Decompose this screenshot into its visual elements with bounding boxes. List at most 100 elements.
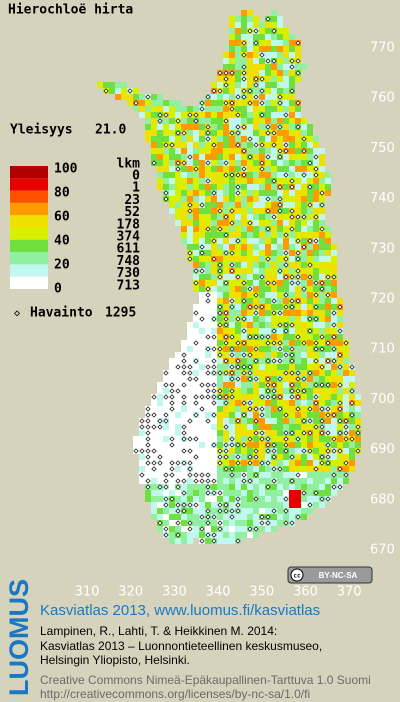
map-cell	[265, 52, 271, 58]
map-cell	[343, 346, 349, 352]
map-cell	[229, 112, 235, 118]
map-cell	[229, 136, 235, 142]
map-cell	[259, 220, 265, 226]
map-cell	[175, 208, 181, 214]
map-cell	[193, 484, 199, 490]
map-cell	[175, 448, 181, 454]
observation-marker	[235, 508, 241, 514]
observation-marker	[223, 340, 229, 346]
map-cell	[343, 364, 349, 370]
map-cell	[163, 148, 169, 154]
map-cell	[313, 250, 319, 256]
observation-marker	[163, 394, 169, 400]
map-cell	[301, 142, 307, 148]
map-cell	[133, 88, 139, 94]
map-cell	[205, 172, 211, 178]
map-cell	[217, 340, 223, 346]
map-cell	[163, 154, 169, 160]
map-cell	[199, 118, 205, 124]
map-cell	[241, 160, 247, 166]
map-cell	[241, 430, 247, 436]
map-cell	[199, 376, 205, 382]
map-cell	[283, 460, 289, 466]
map-cell	[175, 496, 181, 502]
map-cell	[199, 208, 205, 214]
map-cell	[259, 322, 265, 328]
observation-marker	[205, 226, 211, 232]
map-cell	[319, 394, 325, 400]
map-cell	[247, 250, 253, 256]
map-cell	[229, 226, 235, 232]
map-cell	[223, 190, 229, 196]
observation-marker	[151, 394, 157, 400]
map-cell	[277, 280, 283, 286]
map-cell	[271, 160, 277, 166]
observation-marker	[145, 478, 151, 484]
map-cell	[187, 238, 193, 244]
map-cell	[247, 94, 253, 100]
map-cell	[349, 466, 355, 472]
map-cell	[295, 262, 301, 268]
map-cell	[319, 160, 325, 166]
map-cell	[325, 484, 331, 490]
observation-marker	[175, 478, 181, 484]
map-cell	[265, 94, 271, 100]
observation-marker	[319, 346, 325, 352]
map-cell	[265, 148, 271, 154]
observation-marker	[205, 124, 211, 130]
map-cell	[211, 472, 217, 478]
map-cell	[169, 106, 175, 112]
map-cell	[343, 352, 349, 358]
map-cell	[211, 310, 217, 316]
map-cell	[151, 142, 157, 148]
observation-marker	[283, 172, 289, 178]
observation-marker	[181, 502, 187, 508]
observation-marker	[235, 274, 241, 280]
map-cell	[163, 136, 169, 142]
map-cell	[289, 334, 295, 340]
map-cell	[193, 214, 199, 220]
map-cell	[223, 196, 229, 202]
observation-marker	[259, 520, 265, 526]
observation-marker	[145, 424, 151, 430]
map-cell	[235, 154, 241, 160]
observation-marker	[289, 184, 295, 190]
map-cell	[283, 346, 289, 352]
observation-marker	[217, 526, 223, 532]
map-cell	[199, 484, 205, 490]
map-cell	[301, 130, 307, 136]
map-cell	[241, 490, 247, 496]
observation-marker	[181, 424, 187, 430]
map-cell	[301, 304, 307, 310]
map-cell	[271, 106, 277, 112]
map-cell	[325, 370, 331, 376]
map-cell	[271, 94, 277, 100]
map-cell	[187, 478, 193, 484]
map-cell	[307, 484, 313, 490]
map-cell	[193, 424, 199, 430]
map-cell	[271, 490, 277, 496]
observation-marker	[169, 388, 175, 394]
observation-marker	[217, 262, 223, 268]
map-cell	[253, 382, 259, 388]
cc-icon	[290, 568, 304, 582]
map-cell	[217, 496, 223, 502]
observation-marker	[139, 448, 145, 454]
map-cell	[319, 412, 325, 418]
map-cell	[271, 238, 277, 244]
observation-marker	[151, 466, 157, 472]
map-cell	[253, 202, 259, 208]
map-cell	[301, 124, 307, 130]
map-cell	[331, 286, 337, 292]
observation-marker	[169, 472, 175, 478]
observation-marker	[145, 442, 151, 448]
observation-marker	[241, 370, 247, 376]
map-cell	[223, 64, 229, 70]
map-cell	[211, 304, 217, 310]
map-cell	[289, 466, 295, 472]
observation-marker	[283, 256, 289, 262]
map-cell	[295, 442, 301, 448]
observation-marker	[169, 382, 175, 388]
map-cell	[307, 322, 313, 328]
map-cell	[235, 532, 241, 538]
